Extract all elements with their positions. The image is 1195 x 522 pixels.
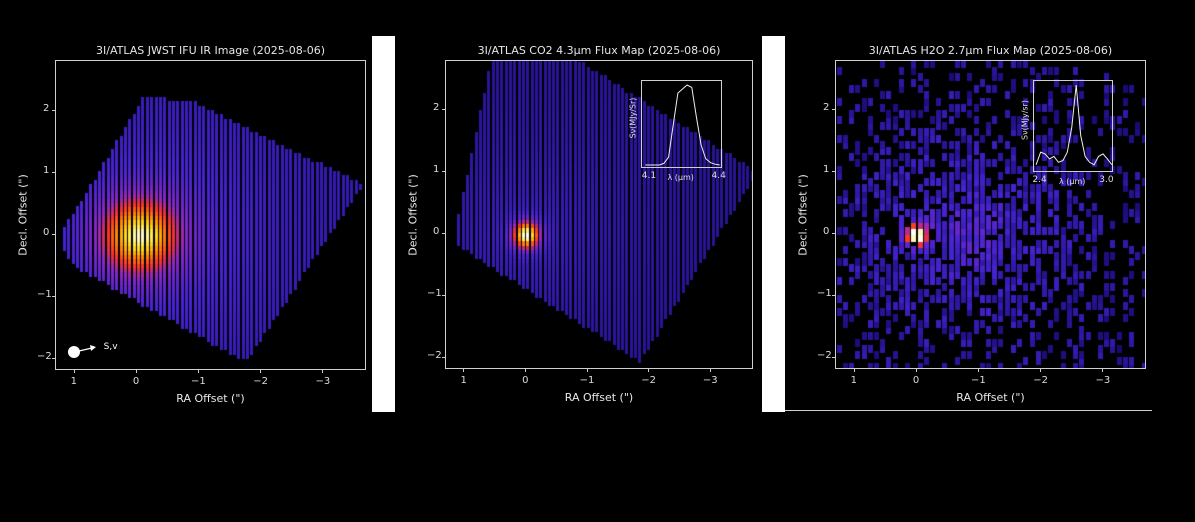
x-tick-mark <box>586 369 588 372</box>
spectrum-line <box>1035 84 1113 166</box>
y-axis-label: Decl. Offset (") <box>16 174 30 256</box>
inset-spectrum <box>1033 80 1113 172</box>
x-tick-mark <box>73 370 75 373</box>
y-tick-mark <box>52 109 55 111</box>
inset-x-tick-label: 4.1 <box>641 171 657 181</box>
y-tick-mark <box>832 171 835 173</box>
x-axis-label: RA Offset (") <box>564 391 634 404</box>
y-tick-mark <box>832 109 835 111</box>
inset-x-tick-label: 4.4 <box>711 171 726 181</box>
x-tick-mark <box>853 369 855 372</box>
x-tick-label: 1 <box>850 375 858 386</box>
y-tick-mark <box>52 295 55 297</box>
x-tick-mark <box>525 369 527 372</box>
heatmap-image <box>836 61 1145 368</box>
x-tick-label: −1 <box>191 376 206 387</box>
x-tick-label: 0 <box>132 376 140 387</box>
inset-x-tick-label: 2.4 <box>1032 175 1047 185</box>
inset-x-axis-label: λ (µm) <box>667 173 694 182</box>
y-tick-label: 1 <box>823 164 830 176</box>
y-tick-label: 1 <box>43 164 50 176</box>
inset-x-axis-label: λ (µm) <box>1059 177 1086 186</box>
x-tick-mark <box>322 370 324 373</box>
y-tick-label: 0 <box>823 226 830 238</box>
heatmap-plot-area <box>55 60 366 370</box>
y-tick-label: 2 <box>43 102 50 114</box>
y-tick-mark <box>442 109 445 111</box>
x-axis-label: RA Offset (") <box>956 391 1025 404</box>
y-tick-label: −2 <box>427 349 442 361</box>
inset-y-axis-label: Sν(MJy/sr) <box>1020 100 1030 140</box>
y-tick-mark <box>442 171 445 173</box>
chart-title: 3I/ATLAS CO2 4.3µm Flux Map (2025-08-06) <box>477 44 721 57</box>
x-tick-label: −1 <box>971 375 986 386</box>
x-tick-mark <box>463 369 465 372</box>
x-tick-mark <box>709 369 711 372</box>
x-tick-label: −2 <box>641 375 657 386</box>
x-tick-mark <box>1040 369 1042 372</box>
inset-line-plot <box>645 84 720 166</box>
y-tick-label: 0 <box>433 226 440 238</box>
x-tick-label: 0 <box>522 375 529 386</box>
y-tick-mark <box>832 294 835 296</box>
panel-3-bottom-rule <box>785 410 1152 411</box>
x-tick-mark <box>978 369 980 372</box>
y-tick-label: 1 <box>433 164 440 176</box>
x-tick-mark <box>260 370 262 373</box>
x-tick-mark <box>915 369 917 372</box>
inset-y-axis-label: Sν(MJy/Sr) <box>628 97 638 139</box>
heatmap-image <box>446 61 752 368</box>
beam-marker-arrow-icon <box>67 345 96 359</box>
x-tick-mark <box>135 370 137 373</box>
x-tick-label: −1 <box>579 375 595 386</box>
inset-line-plot <box>1035 84 1113 166</box>
y-axis-label: Decl. Offset (") <box>796 173 810 256</box>
x-tick-label: −3 <box>1095 375 1111 386</box>
y-tick-label: −1 <box>427 287 442 299</box>
inset-spectrum <box>641 80 722 168</box>
y-tick-mark <box>52 171 55 173</box>
chart-title: 3I/ATLAS JWST IFU IR Image (2025-08-06) <box>95 44 326 57</box>
x-tick-label: 1 <box>70 376 78 387</box>
x-tick-mark <box>1102 369 1104 372</box>
x-tick-mark <box>648 369 650 372</box>
heatmap-image <box>56 61 365 369</box>
x-axis-label: RA Offset (") <box>176 392 245 405</box>
x-tick-label: −3 <box>315 376 331 387</box>
y-tick-label: −2 <box>37 350 52 362</box>
heatmap-plot-area <box>445 60 753 369</box>
y-tick-label: 2 <box>823 102 830 114</box>
y-tick-mark <box>832 233 835 235</box>
x-tick-label: −3 <box>702 375 718 386</box>
panel-divider-2 <box>762 36 785 412</box>
y-tick-label: −1 <box>37 288 52 300</box>
x-tick-label: 1 <box>460 375 467 386</box>
y-tick-mark <box>52 233 55 235</box>
y-tick-label: 0 <box>43 226 50 238</box>
y-tick-mark <box>52 357 55 359</box>
y-tick-mark <box>442 294 445 296</box>
y-tick-label: 2 <box>433 102 440 114</box>
panel-divider-1 <box>372 36 395 412</box>
x-tick-mark <box>198 370 200 373</box>
x-tick-label: −2 <box>253 376 268 387</box>
direction-annotation: S,v <box>103 342 118 353</box>
y-tick-mark <box>442 233 445 235</box>
y-tick-label: −1 <box>817 287 832 299</box>
y-tick-label: −2 <box>817 349 832 361</box>
y-tick-mark <box>832 356 835 358</box>
y-tick-mark <box>442 356 445 358</box>
y-axis-label: Decl. Offset (") <box>406 173 420 256</box>
spectrum-line <box>645 84 720 166</box>
x-tick-label: −2 <box>1033 375 1048 386</box>
inset-x-tick-label: 3.0 <box>1099 175 1114 185</box>
heatmap-plot-area <box>835 60 1146 369</box>
x-tick-label: 0 <box>912 375 920 386</box>
chart-title: 3I/ATLAS H2O 2.7µm Flux Map (2025-08-06) <box>868 44 1113 57</box>
